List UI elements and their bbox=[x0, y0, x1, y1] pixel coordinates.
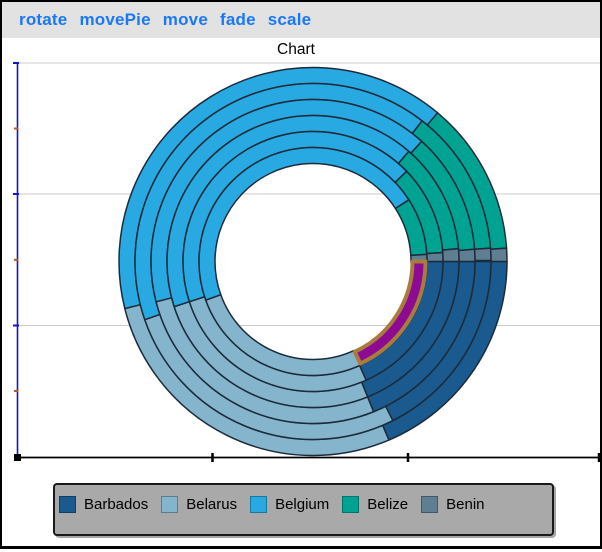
legend-item-barbados[interactable]: Barbados bbox=[59, 496, 148, 513]
legend-item-belgium[interactable]: Belgium bbox=[250, 496, 329, 513]
chart-area: Chart bbox=[2, 38, 600, 546]
legend-swatch bbox=[161, 496, 179, 513]
legend-swatch bbox=[342, 496, 360, 513]
legend-label: Benin bbox=[446, 496, 485, 513]
legend-label: Belize bbox=[367, 496, 409, 513]
legend-swatch bbox=[250, 496, 268, 513]
slice-ring-6-innermost-barbados[interactable] bbox=[352, 259, 428, 366]
legend-label: Belgium bbox=[275, 496, 330, 513]
toolbar-link-movepie[interactable]: movePie bbox=[79, 10, 151, 29]
toolbar-link-fade[interactable]: fade bbox=[219, 10, 256, 29]
slice-ring-4-benin[interactable] bbox=[441, 247, 460, 263]
chart-title: Chart bbox=[277, 41, 315, 58]
legend-swatch bbox=[421, 496, 439, 513]
legend-item-belize[interactable]: Belize bbox=[342, 496, 408, 513]
legend: Barbados Belarus Belgium Belize Benin bbox=[53, 483, 554, 536]
axes bbox=[13, 62, 600, 462]
slice-ring-5-benin[interactable] bbox=[425, 251, 444, 263]
toolbar-link-scale[interactable]: scale bbox=[267, 10, 312, 29]
gridlines bbox=[17, 62, 600, 326]
legend-item-benin[interactable]: Benin bbox=[421, 496, 485, 513]
slice-ring-1-outermost-benin[interactable] bbox=[489, 247, 508, 263]
toolbar-link-rotate[interactable]: rotate bbox=[19, 10, 68, 29]
slice-ring-3-benin[interactable] bbox=[457, 248, 476, 263]
slice-ring-2-benin[interactable] bbox=[473, 247, 492, 262]
legend-swatch bbox=[59, 496, 76, 513]
legend-item-belarus[interactable]: Belarus bbox=[161, 496, 237, 513]
donut-rings bbox=[118, 66, 508, 457]
toolbar: rotate movePie move fade scale bbox=[2, 2, 600, 38]
toolbar-link-move[interactable]: move bbox=[162, 10, 208, 29]
legend-label: Barbados bbox=[84, 496, 149, 513]
donut-chart-svg bbox=[13, 62, 600, 462]
legend-label: Belarus bbox=[186, 496, 238, 513]
